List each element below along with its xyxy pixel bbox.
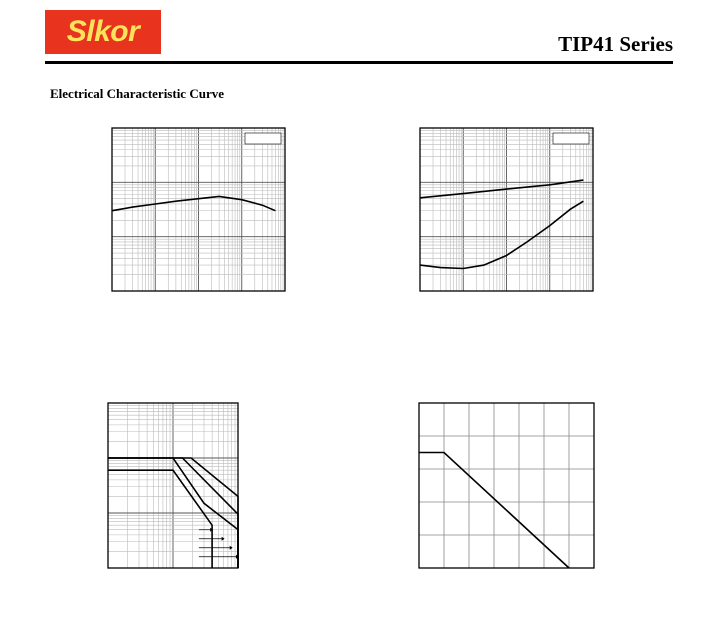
annotation-box: [552, 132, 590, 145]
header-divider: [45, 61, 673, 64]
arrow-head: [221, 536, 225, 541]
series-line: [111, 195, 276, 212]
series-line: [419, 179, 584, 199]
series-line: [108, 457, 239, 568]
arrow-head: [236, 554, 239, 559]
plot-frame: [111, 127, 286, 292]
plot-frame: [419, 127, 594, 292]
section-title: Electrical Characteristic Curve: [50, 86, 224, 101]
plot-frame: [418, 402, 595, 569]
logo-text: Slkor: [66, 15, 140, 48]
brand-logo: Slkor: [45, 10, 161, 54]
series-title: TIP41 Series: [558, 32, 673, 56]
series-line: [419, 451, 570, 569]
series-line: [108, 469, 213, 568]
plot-frame: [107, 402, 239, 569]
series-line: [419, 200, 584, 270]
arrow-head: [210, 527, 214, 532]
annotation-box: [244, 132, 282, 145]
arrow-head: [229, 545, 233, 550]
